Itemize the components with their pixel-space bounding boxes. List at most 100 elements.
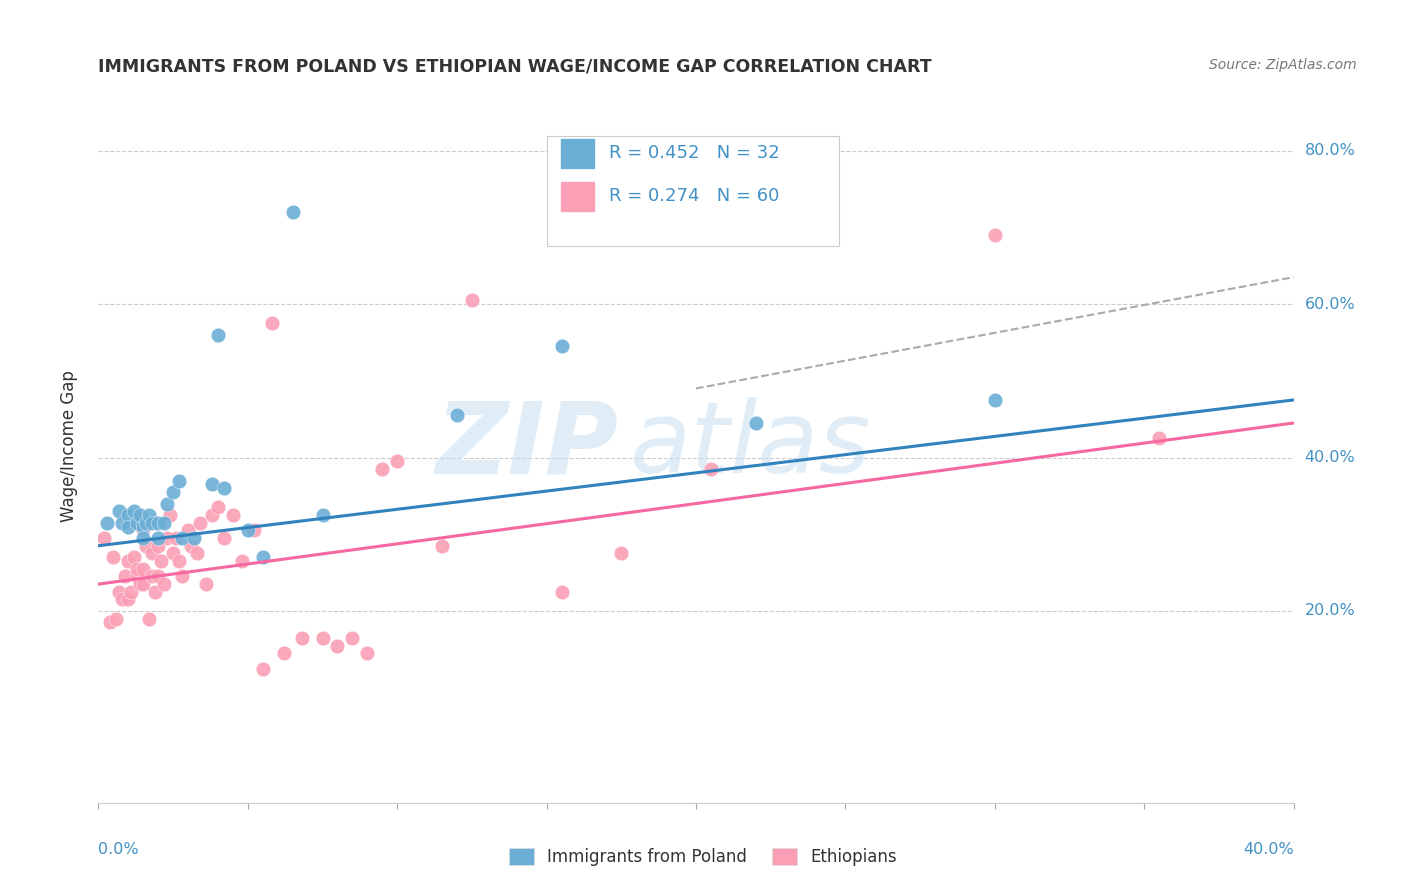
Point [610, 546, 633, 560]
Point [117, 592, 139, 607]
Text: ZIP: ZIP [436, 398, 619, 494]
Point [461, 293, 484, 308]
Point [127, 516, 149, 530]
Point [156, 497, 179, 511]
Point [105, 612, 128, 626]
Point [159, 508, 181, 522]
Point [141, 516, 163, 530]
Text: 0.0%: 0.0% [98, 842, 139, 856]
FancyBboxPatch shape [547, 136, 839, 246]
Point [188, 516, 211, 530]
Point [342, 631, 364, 645]
Text: R = 0.452   N = 32: R = 0.452 N = 32 [609, 145, 779, 162]
Point [311, 631, 333, 645]
Point [236, 524, 259, 538]
Point [127, 569, 149, 583]
Point [745, 416, 768, 430]
Point [180, 539, 202, 553]
Point [150, 554, 173, 568]
Text: 40.0%: 40.0% [1305, 450, 1355, 465]
Point [132, 577, 155, 591]
Point [252, 661, 274, 675]
Point [124, 550, 146, 565]
Point [132, 562, 155, 576]
Point [356, 646, 378, 660]
Point [138, 612, 160, 626]
Point [148, 516, 170, 530]
Text: IMMIGRANTS FROM POLAND VS ETHIOPIAN WAGE/INCOME GAP CORRELATION CHART: IMMIGRANTS FROM POLAND VS ETHIOPIAN WAGE… [98, 58, 932, 76]
Point [117, 554, 139, 568]
Point [143, 584, 166, 599]
Point [153, 516, 176, 530]
Point [132, 531, 155, 545]
Text: R = 0.274   N = 60: R = 0.274 N = 60 [609, 187, 779, 205]
Point [167, 554, 190, 568]
Point [290, 631, 312, 645]
Point [167, 474, 190, 488]
Point [98, 615, 122, 630]
Point [186, 546, 208, 560]
Point [212, 531, 235, 545]
Point [201, 508, 224, 522]
Point [550, 584, 572, 599]
Point [172, 569, 194, 583]
Point [252, 550, 274, 565]
Point [430, 539, 453, 553]
Point [135, 516, 157, 530]
Point [108, 584, 131, 599]
Point [385, 454, 409, 468]
Point [148, 569, 170, 583]
Point [120, 584, 142, 599]
Text: 20.0%: 20.0% [1305, 604, 1355, 618]
Point [177, 524, 200, 538]
Point [281, 205, 304, 219]
Point [983, 227, 1005, 242]
Point [111, 516, 134, 530]
Point [132, 519, 155, 533]
Point [194, 577, 218, 591]
Point [111, 592, 134, 607]
Point [114, 569, 136, 583]
Text: Source: ZipAtlas.com: Source: ZipAtlas.com [1209, 58, 1357, 72]
Point [153, 577, 176, 591]
Point [260, 316, 283, 330]
Point [446, 409, 468, 423]
Point [243, 524, 266, 538]
Point [550, 339, 572, 353]
Point [117, 519, 139, 533]
Bar [561, 139, 595, 168]
Point [141, 546, 163, 560]
Text: 40.0%: 40.0% [1243, 842, 1294, 856]
Point [700, 462, 723, 476]
Point [93, 531, 115, 545]
Text: 60.0%: 60.0% [1305, 296, 1355, 311]
Point [138, 508, 160, 522]
Point [326, 639, 349, 653]
Point [108, 504, 131, 518]
Point [273, 646, 295, 660]
Point [183, 531, 205, 545]
Point [162, 485, 184, 500]
Text: atlas: atlas [630, 398, 872, 494]
Point [129, 508, 152, 522]
Point [207, 500, 229, 515]
Point [96, 516, 118, 530]
Bar [561, 182, 595, 211]
Point [148, 531, 170, 545]
Point [127, 562, 149, 576]
Point [129, 577, 152, 591]
Point [103, 550, 125, 565]
Point [141, 569, 163, 583]
Point [156, 531, 179, 545]
Point [1147, 431, 1170, 445]
Point [371, 462, 394, 476]
Point [117, 508, 139, 522]
Point [135, 539, 157, 553]
Point [162, 546, 184, 560]
Point [172, 531, 194, 545]
Text: 80.0%: 80.0% [1305, 143, 1355, 158]
Point [311, 508, 333, 522]
Point [207, 327, 229, 342]
Y-axis label: Wage/Income Gap: Wage/Income Gap [59, 370, 77, 522]
Point [132, 524, 155, 538]
